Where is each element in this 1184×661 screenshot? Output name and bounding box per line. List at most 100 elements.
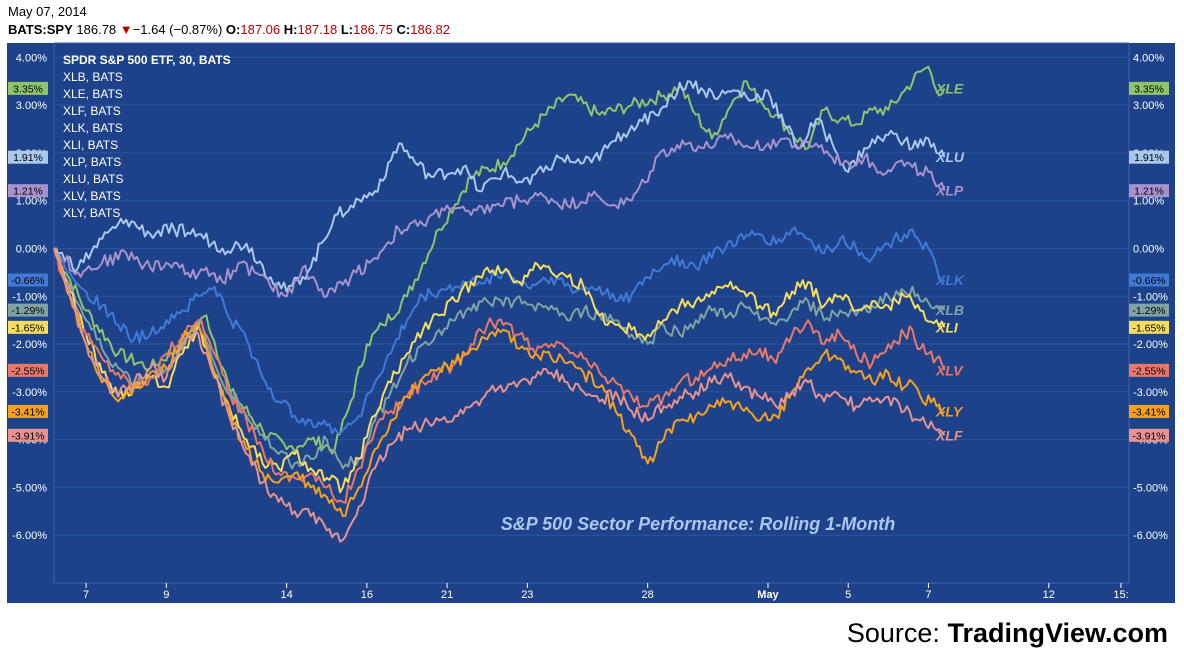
close-value: 186.82 xyxy=(410,22,451,37)
legend-item: XLB, BATS xyxy=(63,70,123,84)
legend-item: XLY, BATS xyxy=(63,206,120,220)
x-tick-label: 7 xyxy=(83,589,89,601)
value-badge-right-xlv xyxy=(1129,363,1169,377)
x-tick-label: May xyxy=(757,589,779,601)
value-badge-left-xle xyxy=(8,81,48,95)
x-tick-label: 28 xyxy=(642,589,654,601)
y-tick-label-right: 3.00% xyxy=(1133,100,1164,112)
series-line-xle xyxy=(53,65,946,455)
value-badge-right-xle xyxy=(1129,81,1169,95)
symbol-name: BATS:SPY xyxy=(8,22,73,37)
value-badge-text-left: 1.91% xyxy=(13,152,43,164)
axes: 4.00%4.00%3.00%3.00%2.00%2.00%1.00%1.00%… xyxy=(8,52,1169,601)
value-badge-text-right: -1.65% xyxy=(1132,322,1165,334)
series-name-xlk: XLK xyxy=(935,272,965,288)
series-line-xlk xyxy=(53,226,946,435)
y-tick-label-left: 1.00% xyxy=(16,196,47,208)
value-badge-text-right: 3.35% xyxy=(1134,83,1164,95)
series-line-xli xyxy=(53,247,946,494)
y-tick-label-right: -2.00% xyxy=(1133,339,1168,351)
value-badge-text-right: -0.66% xyxy=(1132,275,1165,287)
x-tick-label: 9 xyxy=(163,589,169,601)
y-tick-label-right: -6.00% xyxy=(1133,530,1168,542)
series-name-xlf: XLF xyxy=(935,427,963,443)
value-badge-left-xlp xyxy=(8,184,48,198)
legend-item: XLF, BATS xyxy=(63,104,121,118)
x-tick-label: 16 xyxy=(361,589,373,601)
x-tick-label: 15: xyxy=(1113,589,1128,601)
series-name-xlb: XLB xyxy=(935,302,964,318)
close-label: C: xyxy=(396,22,411,37)
value-badge-text-right: 1.21% xyxy=(1134,186,1164,198)
y-tick-label-right: 0.00% xyxy=(1133,243,1164,255)
open-label: O: xyxy=(225,22,241,37)
x-tick-label: 5 xyxy=(845,589,851,601)
y-tick-label-left: -2.00% xyxy=(12,339,47,351)
value-badge-text-right: -3.91% xyxy=(1132,430,1165,442)
y-tick-label-right: 4.00% xyxy=(1133,52,1164,64)
series-line-xlv xyxy=(53,248,946,504)
value-badge-right-xlb xyxy=(1129,303,1169,317)
quote-bar: BATS:SPY 186.78 ▼−1.64 (−0.87%) O:187.06… xyxy=(8,22,450,37)
legend-item: XLI, BATS xyxy=(63,138,118,152)
value-badge-text-left: -1.65% xyxy=(11,322,44,334)
y-tick-label-left: 4.00% xyxy=(16,52,47,64)
y-tick-label-left: 0.00% xyxy=(16,243,47,255)
plot-area[interactable] xyxy=(53,42,1130,584)
y-tick-label-left: -3.00% xyxy=(12,387,47,399)
value-badge-right-xlf xyxy=(1129,428,1169,442)
price-change: −1.64 (−0.87%) xyxy=(132,22,223,37)
source-credit: Source: TradingView.com xyxy=(847,618,1168,649)
chart-date: May 07, 2014 xyxy=(8,4,87,19)
source-prefix: Source: xyxy=(846,618,948,648)
y-tick-label-right: -1.00% xyxy=(1133,291,1168,303)
legend: SPDR S&P 500 ETF, 30, BATS XLB, BATS XLE, … xyxy=(63,53,231,220)
y-tick-label-left: -5.00% xyxy=(12,482,47,494)
legend-item: XLU, BATS xyxy=(63,172,123,186)
series-line-xlu xyxy=(53,80,946,293)
value-badge-left-xlk xyxy=(8,273,48,287)
y-tick-label-right: -5.00% xyxy=(1133,482,1168,494)
value-badge-text-left: -1.29% xyxy=(11,305,44,317)
value-badge-text-right: -3.41% xyxy=(1132,406,1165,418)
value-badge-text-left: -3.41% xyxy=(11,406,44,418)
value-badge-left-xli xyxy=(8,320,48,334)
value-badge-left-xlu xyxy=(8,150,48,164)
value-badge-right-xli xyxy=(1129,320,1169,334)
x-tick-label: 14 xyxy=(281,589,293,601)
last-price: 186.78 xyxy=(76,22,117,37)
down-arrow-icon: ▼ xyxy=(119,22,133,37)
source-brand: TradingView.com xyxy=(947,618,1168,648)
value-badge-text-left: -0.66% xyxy=(11,275,44,287)
value-badge-text-left: -2.55% xyxy=(11,365,44,377)
y-tick-label-right: -3.00% xyxy=(1133,387,1168,399)
legend-item: XLV, BATS xyxy=(63,189,121,203)
chart-title: S&P 500 Sector Performance: Rolling 1-Mo… xyxy=(501,514,895,534)
value-badge-left-xly xyxy=(8,404,48,418)
legend-item: XLP, BATS xyxy=(63,155,121,169)
value-badge-right-xly xyxy=(1129,404,1169,418)
y-tick-label-left: -6.00% xyxy=(12,530,47,542)
high-label: H: xyxy=(283,22,298,37)
series-name-xli: XLI xyxy=(935,319,959,335)
x-tick-label: 12 xyxy=(1043,589,1055,601)
y-tick-label-left: 3.00% xyxy=(16,100,47,112)
value-badge-text-left: 3.35% xyxy=(13,83,43,95)
low-value: 186.75 xyxy=(353,22,393,37)
series-line-xlp xyxy=(53,132,946,298)
value-badge-right-xlk xyxy=(1129,273,1169,287)
legend-item: XLK, BATS xyxy=(63,121,123,135)
series-line-xlf xyxy=(53,248,946,543)
value-badge-text-left: -3.91% xyxy=(11,430,44,442)
high-value: 187.18 xyxy=(297,22,338,37)
series-name-xlv: XLV xyxy=(935,362,964,378)
series-name-xlp: XLP xyxy=(935,183,964,199)
x-tick-label: 7 xyxy=(925,589,931,601)
series-name-xlu: XLU xyxy=(935,149,965,165)
open-value: 187.06 xyxy=(240,22,281,37)
value-badge-text-right: -1.29% xyxy=(1132,305,1165,317)
value-badge-left-xlv xyxy=(8,363,48,377)
value-badge-text-right: -2.55% xyxy=(1132,365,1165,377)
y-tick-label-left: -1.00% xyxy=(12,291,47,303)
